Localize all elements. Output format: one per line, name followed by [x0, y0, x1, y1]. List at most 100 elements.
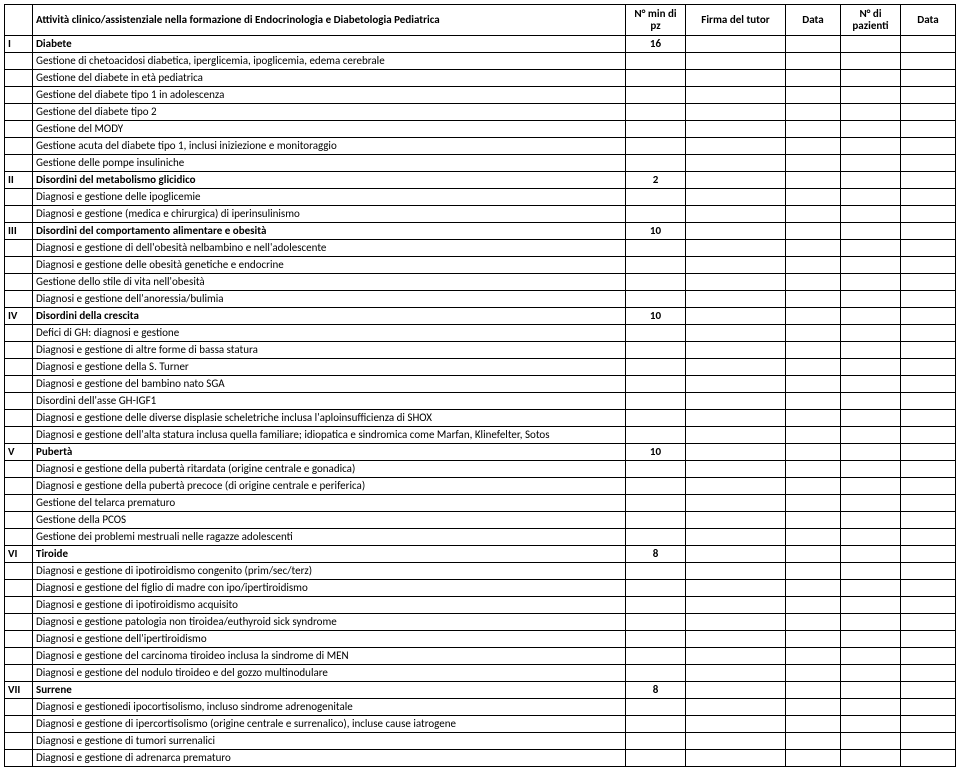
table-row: Diagnosi e gestione del carcinoma tiroid…	[5, 648, 956, 665]
cell-firma	[686, 699, 786, 716]
cell-min	[626, 155, 686, 172]
section-roman: V	[5, 444, 33, 461]
cell-data1	[786, 614, 841, 631]
table-row: Diagnosi e gestione di ipercortisolismo …	[5, 716, 956, 733]
cell-min	[626, 410, 686, 427]
section-roman: IV	[5, 308, 33, 325]
cell-activity: Diagnosi e gestione delle obesità geneti…	[33, 257, 626, 274]
cell-activity: Diagnosi e gestione della S. Turner	[33, 359, 626, 376]
cell-data2	[901, 138, 956, 155]
table-row: Gestione dello stile di vita nell'obesit…	[5, 274, 956, 291]
cell-npaz	[841, 512, 901, 529]
cell-npaz	[841, 529, 901, 546]
cell-num	[5, 665, 33, 682]
header-data2: Data	[901, 5, 956, 36]
cell-firma	[686, 563, 786, 580]
cell-data1	[786, 563, 841, 580]
cell-num	[5, 342, 33, 359]
cell-npaz	[841, 546, 901, 563]
table-row: Defici di GH: diagnosi e gestione	[5, 325, 956, 342]
cell-firma	[686, 274, 786, 291]
cell-num	[5, 138, 33, 155]
cell-npaz	[841, 308, 901, 325]
cell-num	[5, 87, 33, 104]
cell-firma	[686, 87, 786, 104]
cell-firma	[686, 427, 786, 444]
cell-npaz	[841, 138, 901, 155]
cell-num	[5, 410, 33, 427]
cell-firma	[686, 189, 786, 206]
table-row: Gestione del MODY	[5, 121, 956, 138]
cell-num	[5, 733, 33, 750]
table-row: Gestione dei problemi mestruali nelle ra…	[5, 529, 956, 546]
table-header-row: Attività clinico/assistenziale nella for…	[5, 5, 956, 36]
cell-npaz	[841, 699, 901, 716]
cell-data1	[786, 172, 841, 189]
cell-activity: Gestione delle pompe insuliniche	[33, 155, 626, 172]
table-row: Diagnosi e gestione del bambino nato SGA	[5, 376, 956, 393]
cell-data2	[901, 512, 956, 529]
cell-data1	[786, 36, 841, 53]
cell-min	[626, 87, 686, 104]
table-row: Diagnosi e gestione di tumori surrenalic…	[5, 733, 956, 750]
cell-npaz	[841, 121, 901, 138]
section-header-row: IIDisordini del metabolismo glicidico2	[5, 172, 956, 189]
cell-data2	[901, 410, 956, 427]
cell-data2	[901, 155, 956, 172]
header-firma1: Firma del tutor	[686, 5, 786, 36]
cell-data2	[901, 172, 956, 189]
cell-num	[5, 53, 33, 70]
section-min: 8	[626, 546, 686, 563]
cell-min	[626, 189, 686, 206]
cell-data1	[786, 70, 841, 87]
cell-firma	[686, 257, 786, 274]
cell-npaz	[841, 614, 901, 631]
cell-npaz	[841, 342, 901, 359]
cell-num	[5, 104, 33, 121]
cell-data1	[786, 393, 841, 410]
cell-num	[5, 648, 33, 665]
cell-min	[626, 495, 686, 512]
cell-num	[5, 529, 33, 546]
cell-data2	[901, 427, 956, 444]
cell-activity: Diagnosi e gestione del carcinoma tiroid…	[33, 648, 626, 665]
table-row: Diagnosi e gestione dell'ipertiroidismo	[5, 631, 956, 648]
section-min: 8	[626, 682, 686, 699]
section-roman: I	[5, 36, 33, 53]
cell-npaz	[841, 359, 901, 376]
cell-data1	[786, 87, 841, 104]
cell-data2	[901, 648, 956, 665]
cell-min	[626, 274, 686, 291]
cell-min	[626, 580, 686, 597]
cell-data1	[786, 223, 841, 240]
table-row: Gestione del diabete tipo 2	[5, 104, 956, 121]
cell-npaz	[841, 682, 901, 699]
cell-data1	[786, 648, 841, 665]
cell-activity: Gestione del diabete tipo 1 in adolescen…	[33, 87, 626, 104]
cell-data1	[786, 631, 841, 648]
cell-data2	[901, 223, 956, 240]
cell-activity: Defici di GH: diagnosi e gestione	[33, 325, 626, 342]
table-row: Diagnosi e gestione della pubertà ritard…	[5, 461, 956, 478]
cell-npaz	[841, 716, 901, 733]
table-row: Gestione del diabete in età pediatrica	[5, 70, 956, 87]
cell-npaz	[841, 648, 901, 665]
section-title: Disordini del metabolismo glicidico	[33, 172, 626, 189]
cell-min	[626, 716, 686, 733]
cell-npaz	[841, 206, 901, 223]
cell-data1	[786, 342, 841, 359]
table-row: Diagnosi e gestione di adrenarca prematu…	[5, 750, 956, 767]
cell-num	[5, 631, 33, 648]
cell-firma	[686, 512, 786, 529]
cell-data1	[786, 240, 841, 257]
cell-firma	[686, 359, 786, 376]
cell-data1	[786, 359, 841, 376]
header-min: N° min di pz	[626, 5, 686, 36]
cell-firma	[686, 172, 786, 189]
cell-activity: Diagnosi e gestione dell'alta statura in…	[33, 427, 626, 444]
section-header-row: VIISurrene8	[5, 682, 956, 699]
cell-num	[5, 699, 33, 716]
cell-min	[626, 597, 686, 614]
cell-firma	[686, 733, 786, 750]
cell-activity: Diagnosi e gestione di tumori surrenalic…	[33, 733, 626, 750]
